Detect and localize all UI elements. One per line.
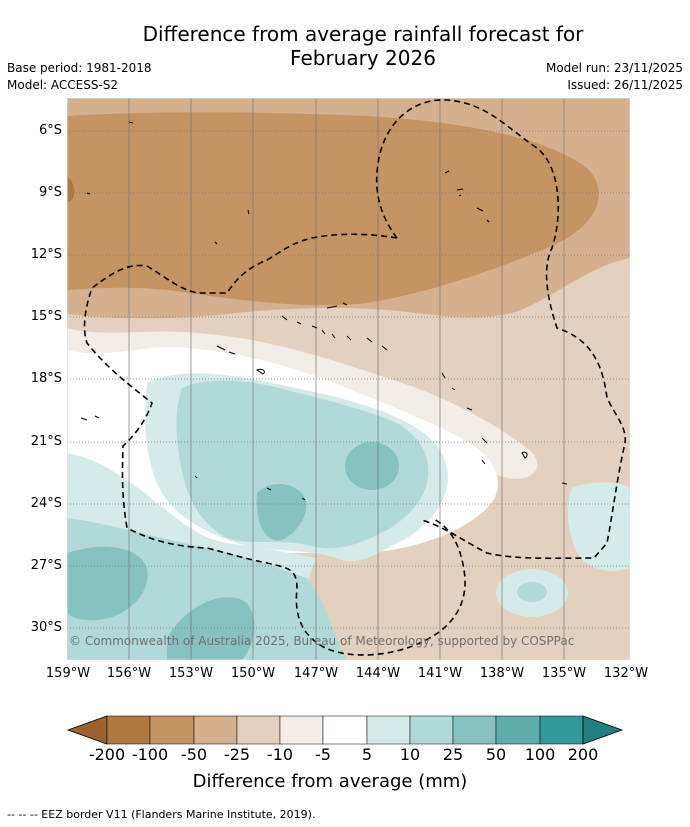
map-title: Difference from average rainfall forecas… bbox=[0, 22, 690, 70]
lat-label-27s: 27°S bbox=[30, 558, 62, 573]
colorbar-label-9: 25 bbox=[442, 745, 464, 764]
lat-label-15s: 15°S bbox=[30, 309, 62, 324]
colorbar-swatch-4 bbox=[236, 715, 281, 745]
lon-label-135w: 135°W bbox=[541, 666, 587, 681]
wet-band-moderate-central bbox=[176, 380, 429, 549]
lon-label-138w: 138°W bbox=[479, 666, 525, 681]
wet-spot-1 bbox=[345, 442, 399, 490]
wet-patch-east bbox=[567, 482, 630, 572]
meta-right: Model run: 23/11/2025 Issued: 26/11/2025 bbox=[546, 60, 683, 94]
colorbar-label-8: 10 bbox=[399, 745, 421, 764]
islands bbox=[80, 121, 568, 501]
colorbar-swatch-9 bbox=[452, 715, 497, 745]
dry-spot-south bbox=[337, 584, 429, 647]
colorbar-extend-low bbox=[66, 715, 108, 745]
lat-label-12s: 12°S bbox=[30, 247, 62, 262]
colorbar-label-11: 100 bbox=[524, 745, 556, 764]
colorbar-label-4: -25 bbox=[223, 745, 251, 764]
lon-label-156w: 156°W bbox=[106, 666, 152, 681]
colorbar-label-3: -50 bbox=[180, 745, 208, 764]
colorbar bbox=[66, 715, 624, 745]
lat-label-18s: 18°S bbox=[30, 371, 62, 386]
title-line-1: Difference from average rainfall forecas… bbox=[142, 22, 584, 46]
wet-spot-2 bbox=[256, 483, 307, 541]
lat-label-24s: 24°S bbox=[30, 496, 62, 511]
lon-label-132w: 132°W bbox=[603, 666, 649, 681]
title-line-2: February 2026 bbox=[290, 46, 436, 70]
colorbar-swatch-6 bbox=[322, 715, 368, 745]
lon-label-147w: 147°W bbox=[293, 666, 339, 681]
colorbar-label-2: -100 bbox=[131, 745, 169, 764]
eez-borders bbox=[83, 99, 627, 656]
colorbar-label-6: -5 bbox=[315, 745, 331, 764]
colorbar-swatch-10 bbox=[495, 715, 541, 745]
colorbar-swatch-7 bbox=[366, 715, 411, 745]
wet-spot-southeast bbox=[517, 582, 547, 602]
model-name: Model: ACCESS-S2 bbox=[7, 78, 119, 92]
copyright-notice: © Commonwealth of Australia 2025, Bureau… bbox=[69, 634, 575, 648]
colorbar-swatch-3 bbox=[193, 715, 238, 745]
meta-left: Base period: 1981-2018 Model: ACCESS-S2 bbox=[7, 60, 152, 94]
lat-label-30s: 30°S bbox=[30, 620, 62, 635]
colorbar-title: Difference from average (mm) bbox=[192, 771, 468, 792]
lon-label-144w: 144°W bbox=[355, 666, 401, 681]
colorbar-swatch-8 bbox=[409, 715, 454, 745]
dry-band-strong bbox=[67, 112, 599, 306]
colorbar-swatch-5 bbox=[279, 715, 324, 745]
lat-label-6s: 6°S bbox=[38, 123, 62, 138]
wet-band-moderate-south bbox=[67, 518, 347, 660]
colorbar-label-1: -200 bbox=[88, 745, 126, 764]
colorbar-label-10: 50 bbox=[485, 745, 507, 764]
rainfall-map bbox=[67, 98, 630, 660]
lon-label-141w: 141°W bbox=[417, 666, 463, 681]
graticule bbox=[67, 98, 630, 660]
colorbar-label-5: -10 bbox=[266, 745, 294, 764]
wet-spot-4 bbox=[167, 597, 255, 660]
model-run-date: Model run: 23/11/2025 bbox=[545, 61, 683, 75]
issued-date: Issued: 26/11/2025 bbox=[567, 78, 683, 92]
lon-label-159w: 159°W bbox=[45, 666, 91, 681]
lon-label-153w: 153°W bbox=[168, 666, 214, 681]
dry-spot-extreme bbox=[67, 176, 75, 202]
colorbar-label-7: 5 bbox=[361, 745, 373, 764]
colorbar-swatch-2 bbox=[149, 715, 195, 745]
lat-label-21s: 21°S bbox=[30, 434, 62, 449]
lat-label-9s: 9°S bbox=[38, 185, 62, 200]
base-period: Base period: 1981-2018 bbox=[7, 61, 152, 75]
colorbar-label-12: 200 bbox=[567, 745, 599, 764]
colorbar-swatch-1 bbox=[106, 715, 151, 745]
lon-label-150w: 150°W bbox=[230, 666, 276, 681]
colorbar-swatch-11 bbox=[539, 715, 584, 745]
colorbar-extend-high bbox=[582, 715, 624, 745]
wet-spot-3 bbox=[67, 546, 148, 621]
eez-footnote: -- -- -- EEZ border V11 (Flanders Marine… bbox=[7, 808, 316, 821]
